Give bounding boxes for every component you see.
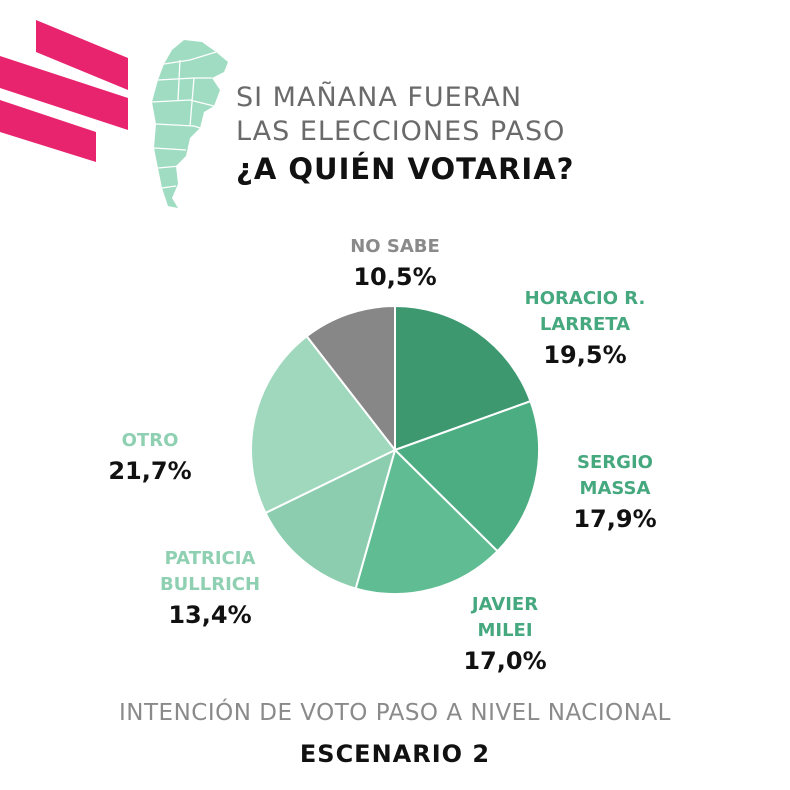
slice-label-bullrich: PATRICIA BULLRICH 13,4%	[130, 546, 290, 632]
pie-slice-larreta	[394, 305, 532, 451]
slice-name-line: OTRO	[121, 430, 179, 451]
slice-label-otro: OTRO 21,7%	[90, 428, 210, 488]
slice-label-no-sabe: NO SABE 10,5%	[310, 234, 480, 294]
footer-scenario: ESCENARIO 2	[299, 740, 491, 768]
pie-slices	[250, 305, 540, 595]
slice-name-line: NO SABE	[350, 236, 440, 257]
footer-caption: INTENCIÓN DE VOTO PASO A NIVEL NACIONAL	[119, 700, 671, 726]
slice-value: 17,0%	[463, 647, 547, 675]
slice-name-line: SERGIO	[577, 452, 653, 473]
pie-slice-bullrich	[264, 449, 396, 590]
slice-label-milei: JAVIER MILEI 17,0%	[440, 592, 570, 678]
pie-slice-no-sabe	[305, 305, 396, 451]
slice-name-line: LARRETA	[539, 314, 631, 335]
slice-name-line: HORACIO R.	[524, 288, 646, 309]
slice-value: 21,7%	[108, 457, 192, 485]
argentina-map-icon	[151, 40, 228, 208]
logo-stripe-top	[36, 20, 128, 90]
logo-stripe-middle	[0, 56, 128, 130]
slice-name-line: MILEI	[477, 620, 533, 641]
slice-name-line: PATRICIA	[164, 548, 256, 569]
brand-logo	[0, 20, 128, 162]
slice-label-massa: SERGIO MASSA 17,9%	[550, 450, 680, 536]
slice-name-line: JAVIER	[471, 594, 539, 615]
map-province-lines	[151, 51, 217, 189]
slice-name-line: BULLRICH	[159, 574, 261, 595]
pie-slice-otro	[250, 335, 396, 514]
page-title: ¿A QUIÉN VOTARIA?	[236, 152, 575, 186]
pie-slice-milei	[354, 449, 499, 595]
pie-slice-massa	[394, 400, 540, 553]
slice-value: 17,9%	[573, 505, 657, 533]
logo-stripe-bottom	[0, 100, 96, 162]
header-line-1: SI MAÑANA FUERAN	[236, 82, 523, 113]
slice-label-larreta: HORACIO R. LARRETA 19,5%	[500, 286, 670, 372]
slice-value: 10,5%	[353, 263, 437, 291]
slice-name-line: MASSA	[579, 478, 651, 499]
slice-value: 13,4%	[168, 601, 252, 629]
header-line-2: LAS ELECCIONES PASO	[236, 116, 566, 147]
slice-value: 19,5%	[543, 341, 627, 369]
